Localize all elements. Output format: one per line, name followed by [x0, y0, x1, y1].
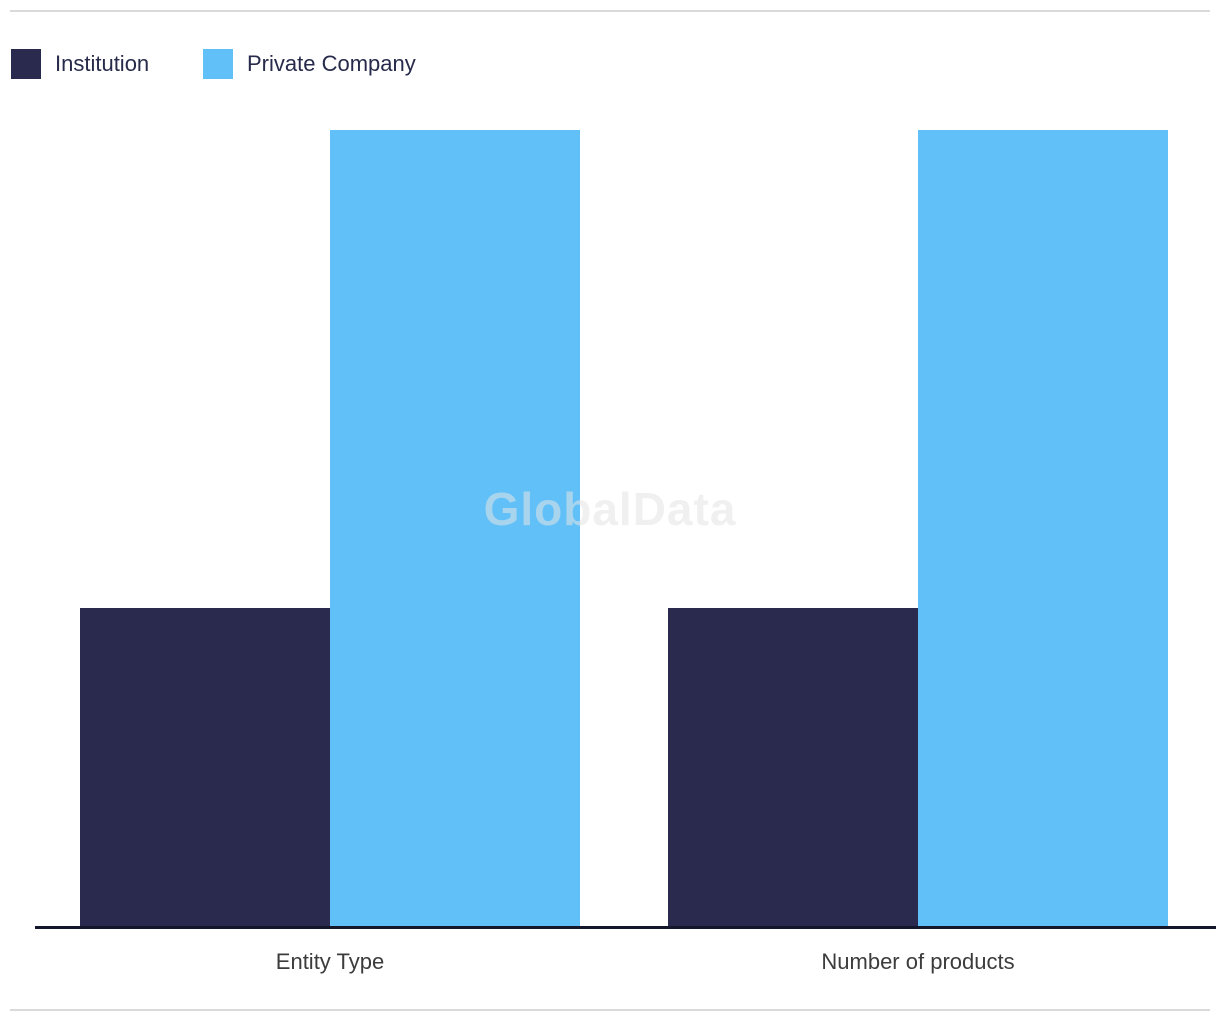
legend-item-private-company[interactable]: Private Company [203, 49, 416, 79]
legend-item-institution[interactable]: Institution [11, 49, 149, 79]
bottom-divider [10, 1009, 1210, 1011]
bar-institution-entity-type[interactable] [80, 608, 330, 926]
legend-label-institution: Institution [55, 51, 150, 76]
bar-private-company-entity-type[interactable] [330, 130, 580, 926]
bar-institution-number-of-products[interactable] [668, 608, 918, 926]
legend-swatch-private-company [203, 49, 233, 79]
x-axis-line [35, 926, 1216, 929]
x-axis-label-number-of-products: Number of products [821, 949, 1015, 974]
legend: Institution Private Company [0, 49, 1220, 79]
legend-swatch-institution [11, 49, 41, 79]
x-axis-label-entity-type: Entity Type [275, 949, 385, 974]
bar-private-company-number-of-products[interactable] [918, 130, 1168, 926]
legend-label-private-company: Private Company [247, 51, 416, 76]
top-divider [10, 10, 1210, 12]
